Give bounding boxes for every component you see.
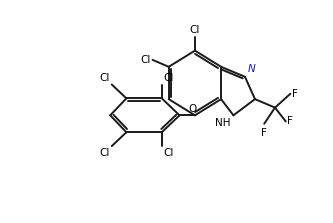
Text: NH: NH [215,118,230,128]
Text: Cl: Cl [100,73,110,83]
Text: O: O [189,104,197,114]
Text: F: F [260,128,266,138]
Text: F: F [292,89,298,99]
Text: Cl: Cl [141,55,151,65]
Text: Cl: Cl [100,148,110,158]
Text: Cl: Cl [164,73,174,83]
Text: Cl: Cl [164,148,174,158]
Text: N: N [247,64,255,74]
Text: F: F [287,116,293,126]
Text: Cl: Cl [190,25,200,35]
